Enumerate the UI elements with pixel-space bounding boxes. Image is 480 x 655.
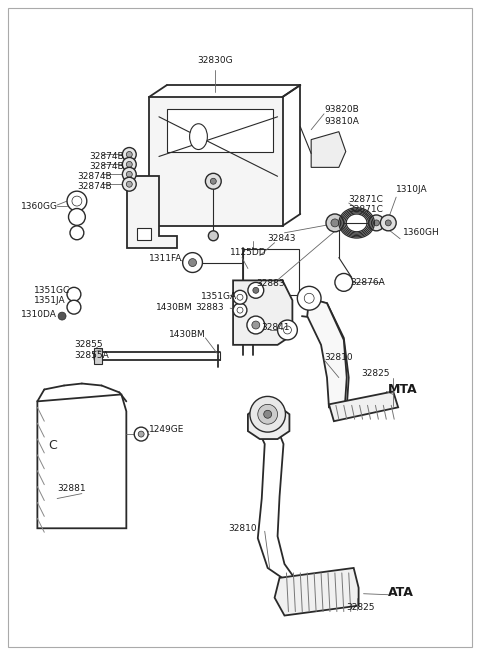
Circle shape xyxy=(237,307,243,313)
Text: 32855: 32855 xyxy=(74,341,103,349)
Text: 1430BM: 1430BM xyxy=(169,330,205,339)
Text: 32810: 32810 xyxy=(228,524,257,533)
Polygon shape xyxy=(167,109,273,151)
Text: 32841: 32841 xyxy=(262,324,290,333)
Circle shape xyxy=(252,321,260,329)
Circle shape xyxy=(284,326,291,334)
Circle shape xyxy=(126,172,132,178)
Text: 1351GA: 1351GA xyxy=(201,291,237,301)
Circle shape xyxy=(58,312,66,320)
Circle shape xyxy=(253,288,259,293)
Circle shape xyxy=(277,320,297,340)
Text: 32883: 32883 xyxy=(256,279,285,288)
Circle shape xyxy=(126,161,132,168)
Text: 1249GE: 1249GE xyxy=(149,424,184,434)
Text: 32874B: 32874B xyxy=(77,172,111,181)
Circle shape xyxy=(122,168,136,181)
Text: 1125DD: 1125DD xyxy=(230,248,267,257)
Text: 1351GC: 1351GC xyxy=(35,286,71,295)
Circle shape xyxy=(183,253,203,272)
Polygon shape xyxy=(233,280,292,345)
Circle shape xyxy=(126,181,132,187)
Text: 32874B: 32874B xyxy=(90,152,124,161)
Circle shape xyxy=(70,226,84,240)
Circle shape xyxy=(380,215,396,231)
Circle shape xyxy=(122,178,136,191)
Text: 32874B: 32874B xyxy=(77,181,111,191)
Text: 1310DA: 1310DA xyxy=(21,310,57,318)
Polygon shape xyxy=(311,132,346,168)
Circle shape xyxy=(385,220,391,226)
Text: 93820B: 93820B xyxy=(324,105,359,115)
Circle shape xyxy=(304,293,314,303)
Polygon shape xyxy=(243,249,300,295)
Circle shape xyxy=(205,174,221,189)
Circle shape xyxy=(369,215,384,231)
Circle shape xyxy=(134,427,148,441)
Circle shape xyxy=(138,431,144,437)
Text: 32825: 32825 xyxy=(361,369,390,378)
Polygon shape xyxy=(275,568,359,616)
Text: 32810: 32810 xyxy=(324,353,353,362)
Text: 32874B: 32874B xyxy=(90,162,124,171)
Circle shape xyxy=(126,151,132,157)
Circle shape xyxy=(247,316,264,334)
Circle shape xyxy=(210,178,216,184)
Circle shape xyxy=(67,300,81,314)
Circle shape xyxy=(326,214,344,232)
Text: 32871C: 32871C xyxy=(349,195,384,204)
Circle shape xyxy=(69,208,85,225)
Circle shape xyxy=(122,157,136,172)
Text: 1360GG: 1360GG xyxy=(21,202,58,210)
Circle shape xyxy=(335,273,353,291)
Polygon shape xyxy=(149,97,283,226)
Ellipse shape xyxy=(190,124,207,149)
Polygon shape xyxy=(248,405,289,439)
Text: 32871C: 32871C xyxy=(349,204,384,214)
Circle shape xyxy=(373,220,379,226)
Circle shape xyxy=(122,147,136,161)
Text: 1351JA: 1351JA xyxy=(35,296,66,305)
Text: 32876A: 32876A xyxy=(351,278,385,287)
Circle shape xyxy=(67,191,87,211)
Circle shape xyxy=(72,196,82,206)
Circle shape xyxy=(67,288,81,301)
Text: 32825: 32825 xyxy=(347,603,375,612)
Text: 32855A: 32855A xyxy=(74,351,108,360)
Text: 32883: 32883 xyxy=(195,303,224,312)
Text: 93810A: 93810A xyxy=(324,117,359,126)
Text: 1310JA: 1310JA xyxy=(396,185,428,194)
Circle shape xyxy=(248,282,264,298)
Text: 32843: 32843 xyxy=(268,234,296,243)
Text: 1360GH: 1360GH xyxy=(403,229,440,237)
Text: 32830G: 32830G xyxy=(197,56,233,65)
Text: 32881: 32881 xyxy=(57,484,86,493)
Polygon shape xyxy=(329,392,398,421)
Text: 1311FA: 1311FA xyxy=(149,254,182,263)
Circle shape xyxy=(264,410,272,419)
Text: ATA: ATA xyxy=(388,586,414,599)
Circle shape xyxy=(208,231,218,241)
Circle shape xyxy=(331,219,339,227)
Text: C: C xyxy=(48,439,57,452)
Circle shape xyxy=(297,286,321,310)
Polygon shape xyxy=(137,228,151,240)
Polygon shape xyxy=(127,176,177,248)
Polygon shape xyxy=(37,394,126,529)
Circle shape xyxy=(237,294,243,300)
Circle shape xyxy=(189,259,196,267)
Circle shape xyxy=(250,396,286,432)
Polygon shape xyxy=(94,348,102,364)
Circle shape xyxy=(233,303,247,317)
Text: 1430BM: 1430BM xyxy=(156,303,192,312)
Polygon shape xyxy=(307,298,347,407)
Text: MTA: MTA xyxy=(388,383,418,396)
Circle shape xyxy=(233,290,247,304)
Circle shape xyxy=(258,404,277,424)
